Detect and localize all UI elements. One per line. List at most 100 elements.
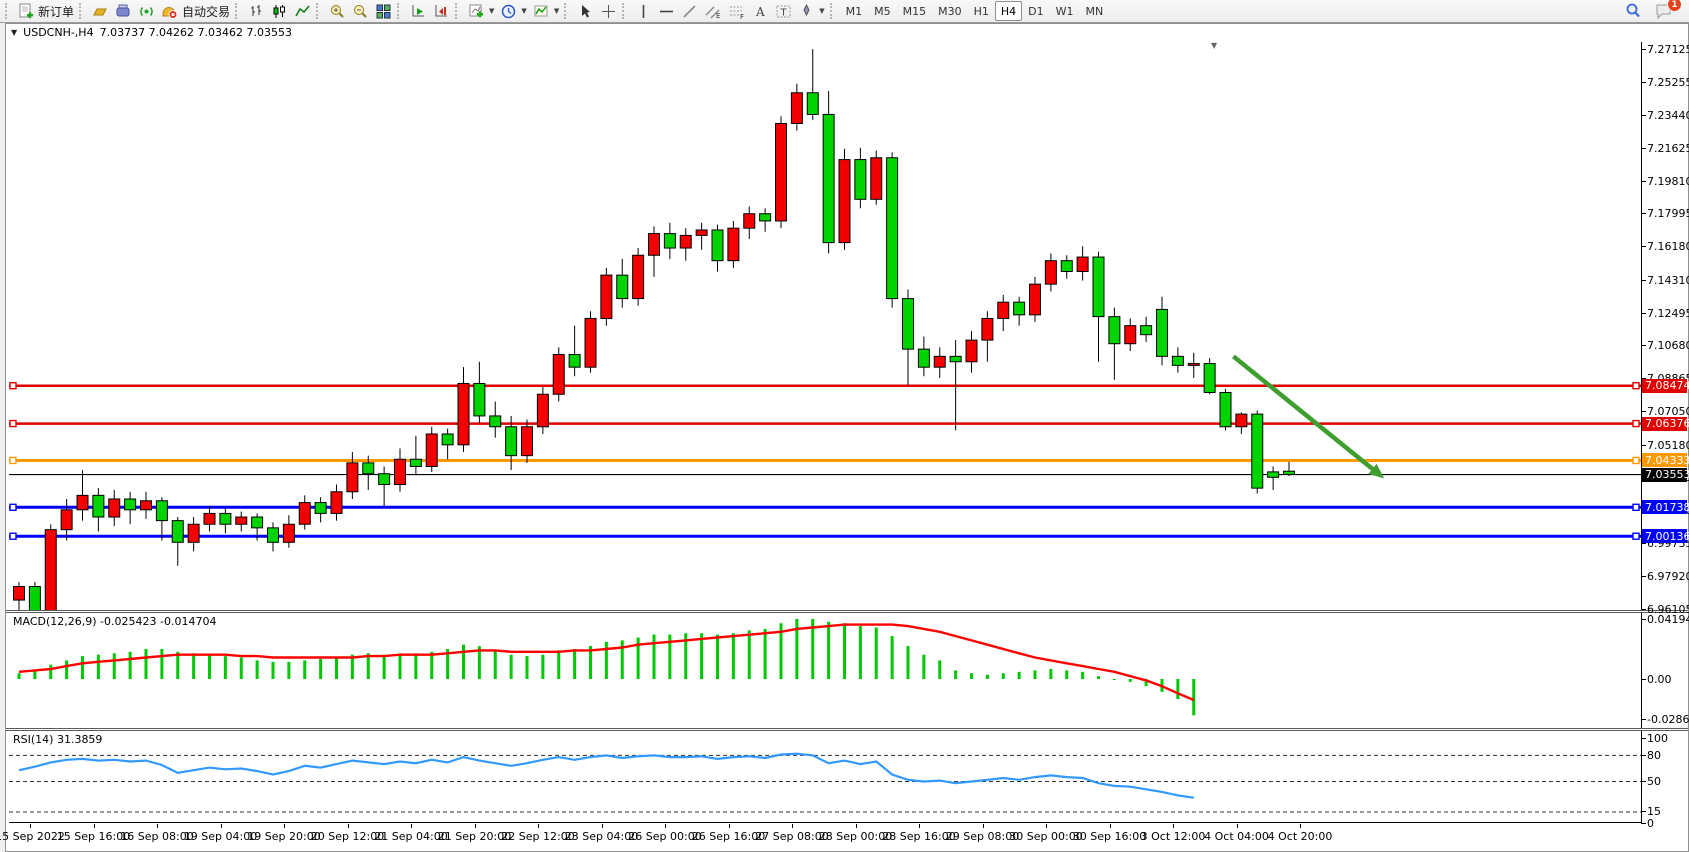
toolbar-grip[interactable]	[5, 3, 11, 19]
svg-text:A: A	[755, 5, 765, 19]
hline-7.04333[interactable]	[9, 456, 1641, 465]
time-label: 28 Sep 16:00	[882, 830, 956, 843]
price-axis[interactable]: 7.27125 7.25255 7.23440 7.21625 7.19810 7.179…	[1641, 42, 1689, 830]
panel-divider[interactable]	[6, 728, 1688, 731]
line-chart-button[interactable]	[291, 1, 314, 21]
time-label: 26 Sep 00:00	[628, 830, 702, 843]
time-label: 20 Sep 12:00	[310, 830, 385, 843]
toolbar-grip[interactable]	[829, 3, 836, 19]
price-tick: 7.10680	[1642, 339, 1689, 352]
search-button[interactable]	[1621, 1, 1645, 21]
fibonacci-button[interactable]: F	[725, 1, 749, 21]
time-tick	[220, 824, 222, 828]
chart-shift-button[interactable]	[430, 1, 453, 21]
signal-button[interactable]	[135, 1, 158, 21]
tf-button-M1[interactable]: M1	[845, 4, 863, 18]
periods-button[interactable]: ▼	[497, 1, 529, 21]
chart-title-bar: ▼ USDCNH-,H4 7.03737 7.04262 7.03462 7.0…	[6, 24, 1688, 41]
toolbar-grip[interactable]	[622, 3, 628, 19]
time-tick	[538, 824, 539, 828]
tf-button-MN[interactable]: MN	[1085, 4, 1104, 18]
price-tick: 7.05180	[1642, 439, 1689, 452]
toolbar-grip[interactable]	[235, 3, 241, 19]
candlestick-chart-button[interactable]	[268, 1, 291, 21]
equidistant-channel-button[interactable]: E	[701, 1, 725, 21]
autotrading-label: 自动交易	[182, 4, 231, 19]
toolbar-grip[interactable]	[455, 3, 461, 19]
tf-button-M5[interactable]: M5	[874, 4, 891, 18]
horizontal-line-button[interactable]	[655, 1, 678, 21]
notification-badge: 1	[1667, 0, 1682, 12]
trendline-icon	[681, 3, 698, 20]
hline-7.01738[interactable]	[9, 503, 1641, 512]
toolbar-grip[interactable]	[564, 3, 570, 19]
toolbar-grip[interactable]	[79, 3, 85, 19]
cursor-button[interactable]	[574, 1, 597, 21]
tf-button-H1[interactable]: H1	[973, 4, 989, 18]
zoom-out-button[interactable]	[349, 1, 372, 21]
zoom-in-button[interactable]	[326, 1, 349, 21]
time-tick	[665, 824, 666, 828]
tile-windows-button[interactable]	[372, 1, 395, 21]
tf-button-W1[interactable]: W1	[1055, 4, 1074, 18]
toolbar-right-group: 1	[1621, 0, 1686, 21]
time-tick	[1046, 824, 1047, 828]
macd-plot[interactable]	[9, 613, 1642, 728]
time-tick	[93, 824, 95, 828]
window-menu-icon[interactable]: ▼	[11, 28, 18, 37]
line-chart-icon	[294, 3, 311, 20]
gold-chart-button[interactable]	[89, 1, 112, 21]
toolbar-grip[interactable]	[397, 3, 403, 19]
new-order-button[interactable]: 新订单	[15, 1, 77, 21]
autotrading-button[interactable]: 自动交易	[158, 1, 233, 21]
notifications-button[interactable]: 1	[1651, 0, 1682, 21]
zoom-in-icon	[329, 3, 346, 20]
chart-window[interactable]: ▼ USDCNH-,H4 7.03737 7.04262 7.03462 7.0…	[0, 23, 1689, 852]
bar-chart-button[interactable]	[245, 1, 268, 21]
rsi-plot[interactable]	[9, 731, 1642, 824]
panel-divider[interactable]	[6, 610, 1688, 613]
tf-button-M30[interactable]: M30	[938, 4, 962, 18]
macd-axis-label: 0.00	[1642, 672, 1672, 686]
time-axis[interactable]: 15 Sep 2022 15 Sep 16:00 16 Sep 08:00 19 Se…	[0, 824, 1646, 850]
new-order-icon	[18, 3, 35, 20]
price-badge: 7.08474	[1642, 378, 1689, 393]
hline-7.08474[interactable]	[9, 382, 1641, 390]
hline-7.00136[interactable]	[9, 532, 1641, 540]
printer-icon	[115, 3, 132, 20]
arrows-button[interactable]: ▼	[795, 1, 827, 21]
tf-button-D1[interactable]: D1	[1028, 4, 1044, 18]
tf-button-M15[interactable]: M15	[902, 4, 927, 18]
toolbar-grip[interactable]	[316, 3, 322, 19]
time-label: 4 Oct 04:00	[1204, 830, 1269, 843]
price-tick: 7.07050	[1642, 405, 1689, 418]
time-tick	[982, 824, 984, 828]
new-chart-button[interactable]: ▼	[465, 1, 497, 21]
time-label: 19 Sep 20:00	[247, 830, 321, 843]
print-preview-button[interactable]	[112, 1, 135, 21]
time-tick	[601, 824, 603, 828]
time-label: 3 Oct 12:00	[1140, 830, 1206, 843]
chevron-down-icon: ▼	[553, 7, 560, 15]
autoscroll-button[interactable]	[407, 1, 430, 21]
trendline-button[interactable]	[678, 1, 701, 21]
time-label: 30 Sep 00:00	[1009, 830, 1083, 843]
text-button[interactable]: A	[749, 1, 772, 21]
tf-button-H4[interactable]: H4	[994, 1, 1023, 21]
time-tick	[157, 824, 158, 828]
indicators-button[interactable]: ▼	[530, 1, 562, 21]
price-badge: 7.04333	[1642, 453, 1689, 468]
chart-shift-marker[interactable]: ▼	[1211, 41, 1218, 50]
price-badge: 7.01738	[1642, 500, 1689, 515]
chart-symbol-title: USDCNH-,H4	[23, 26, 94, 39]
signal-icon	[138, 3, 155, 20]
hline-7.06376[interactable]	[9, 419, 1641, 428]
trend-arrow[interactable]	[1232, 354, 1385, 479]
vertical-line-button[interactable]	[632, 1, 655, 21]
price-chart-plot[interactable]	[9, 42, 1642, 612]
time-label: 22 Sep 12:00	[501, 830, 575, 843]
text-label-button[interactable]: T	[772, 1, 795, 21]
price-tick: 7.14310	[1642, 274, 1689, 287]
crosshair-button[interactable]	[597, 1, 620, 21]
rsi-axis-label: 15	[1642, 805, 1661, 819]
